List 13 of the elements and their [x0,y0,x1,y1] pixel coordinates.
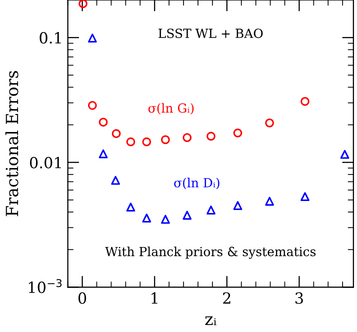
y-tick-label: 0.01 [30,156,61,168]
annotation: With Planck priors & systematics [105,246,316,259]
x-tick-label: 2 [223,292,230,304]
annotation: LSST WL + BAO [158,28,263,38]
y-axis-title: Fractional Errors [5,71,18,216]
x-tick-label: 3 [296,292,303,304]
y-tick-label: 10$^{−3}$ [28,279,62,294]
series-label: σ(ln Dᵢ) [174,178,220,190]
x-tick-label: 0 [78,292,86,304]
x-axis-title: zᵢ [205,316,216,326]
y-tick-label: 0.1 [40,32,61,44]
series-label: σ(ln Gᵢ) [148,103,194,115]
x-tick-label: 1 [152,292,158,304]
